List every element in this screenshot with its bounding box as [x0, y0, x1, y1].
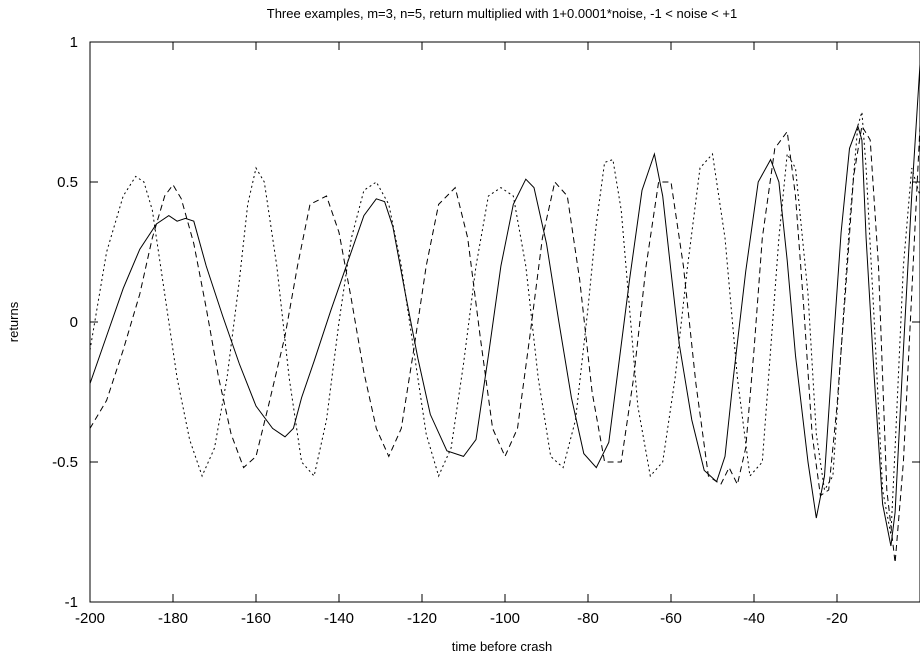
x-tick-label: -140: [324, 610, 354, 627]
series-line-dashed: [89, 124, 920, 563]
y-tick-label: -1: [65, 594, 78, 611]
chart-title: Three examples, m=3, n=5, return multipl…: [267, 6, 737, 21]
plot-frame: [89, 41, 920, 603]
x-tick-label: -100: [490, 610, 520, 627]
x-axis-label: time before crash: [452, 639, 552, 654]
x-tick-label: -200: [75, 610, 105, 627]
x-tick-label: -160: [241, 610, 271, 627]
x-tick-label: -40: [743, 610, 765, 627]
x-tick-label: -20: [826, 610, 848, 627]
x-tick-label: -180: [158, 610, 188, 627]
x-tick-label: -60: [660, 610, 682, 627]
y-tick-label: 0: [70, 314, 78, 331]
y-tick-label: -0.5: [52, 454, 78, 471]
y-axis-label: returns: [6, 301, 21, 342]
series-line-dotted: [89, 111, 920, 535]
series-line-solid: [89, 64, 920, 547]
x-tick-label: -80: [577, 610, 599, 627]
y-tick-label: 0.5: [57, 174, 78, 191]
axis-ticks: -200 -180 -160 -140 -120 -100 -80 -60 -40 -20 -1 -0…: [52, 34, 920, 627]
series-layer: [89, 64, 920, 563]
y-tick-label: 1: [70, 34, 78, 51]
x-tick-label: -120: [407, 610, 437, 627]
